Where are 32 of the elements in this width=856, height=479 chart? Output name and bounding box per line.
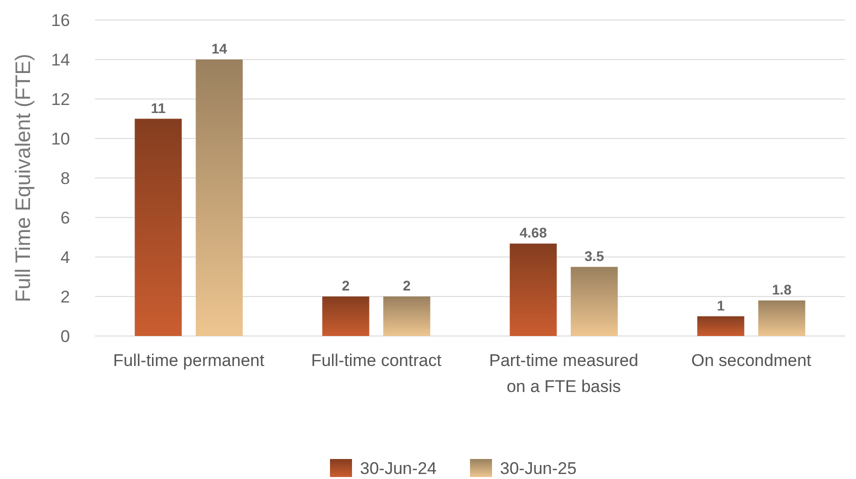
bar [758, 300, 806, 336]
bar [383, 296, 430, 336]
data-label: 11 [150, 100, 166, 116]
data-label: 2 [342, 278, 350, 294]
legend-label: 30-Jun-24 [360, 458, 437, 478]
x-tick-label: Full-time contract [311, 351, 442, 370]
bar [134, 118, 182, 336]
y-axis-title: Full Time Equivalent (FTE) [12, 54, 35, 302]
y-tick-label: 8 [60, 168, 70, 188]
data-label: 4.68 [520, 224, 548, 241]
y-tick-label: 4 [60, 248, 70, 267]
bar [322, 296, 370, 336]
x-tick-label: Part-time measured on a FTE basis [489, 351, 638, 396]
y-tick-label: 6 [60, 208, 70, 228]
x-tick-label: On secondment [691, 351, 812, 370]
y-tick-label: 16 [51, 10, 70, 30]
y-tick-label: 0 [60, 326, 70, 346]
data-label: 3.5 [584, 248, 604, 264]
bar [196, 60, 243, 336]
data-label: 1.8 [772, 281, 792, 298]
y-tick-label: 14 [51, 50, 70, 70]
bar [570, 266, 618, 336]
data-label: 2 [402, 278, 411, 294]
legend-label: 30-Jun-25 [500, 458, 577, 478]
y-tick-label: 12 [51, 90, 70, 109]
bar [697, 316, 744, 336]
y-tick-label: 2 [60, 287, 70, 306]
data-label: 1 [716, 297, 725, 314]
bar [510, 244, 557, 336]
y-tick-label: 10 [51, 129, 70, 148]
x-tick-label: Full-time permanent [113, 351, 265, 370]
data-label: 14 [211, 40, 228, 56]
